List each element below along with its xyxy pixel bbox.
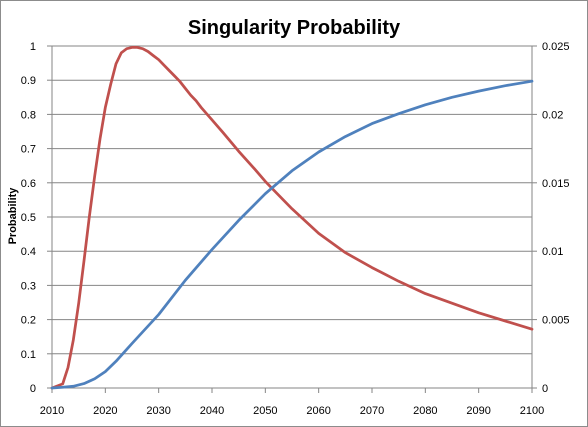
y2-tick-label: 0.02 <box>542 109 563 121</box>
y2-tick-label: 0.015 <box>542 178 570 190</box>
y-tick-label: 0.1 <box>21 349 36 361</box>
x-tick-label: 2040 <box>200 405 224 417</box>
x-tick-label: 2090 <box>466 405 490 417</box>
y-tick-label: 0.6 <box>21 178 36 190</box>
x-tick-labels: 2010 2020 2030 2040 2050 2060 2070 2080 2090 2100 <box>40 405 544 417</box>
x-tick-label: 2080 <box>413 405 437 417</box>
y-tick-label: 0.9 <box>21 75 36 87</box>
x-tick-label: 2060 <box>306 405 330 417</box>
x-tick-label: 2100 <box>520 405 544 417</box>
series-line-secondary <box>50 46 534 390</box>
gridlines <box>52 45 532 355</box>
y2-tick-label: 0.01 <box>542 246 563 258</box>
y2-tick-label: 0.005 <box>542 315 570 327</box>
x-tick-label: 2020 <box>93 405 117 417</box>
x-tick-label: 2070 <box>360 405 384 417</box>
x-tick-label: 2050 <box>253 405 277 417</box>
series-lines <box>50 46 534 390</box>
y-tick-labels: 0 0.1 0.2 0.3 0.4 0.5 0.6 0.7 0.8 0.9 1 <box>21 41 36 395</box>
y2-tick-label: 0.025 <box>542 41 570 53</box>
y2-tick-labels: 0 0.005 0.01 0.015 0.02 0.025 <box>542 41 570 395</box>
y-tick-label: 0.8 <box>21 109 36 121</box>
y-axis-label: Probability <box>7 187 19 245</box>
y2-tick-label: 0 <box>542 383 548 395</box>
x-tick-label: 2030 <box>146 405 170 417</box>
chart-title: Singularity Probability <box>188 17 401 39</box>
axes <box>47 45 537 393</box>
y-tick-label: 0.7 <box>21 144 36 156</box>
y-tick-label: 1 <box>30 41 36 53</box>
y-tick-label: 0.3 <box>21 280 36 292</box>
y-tick-label: 0 <box>30 383 36 395</box>
y-tick-label: 0.2 <box>21 315 36 327</box>
y-tick-label: 0.4 <box>21 246 36 258</box>
x-tick-label: 2010 <box>40 405 64 417</box>
y-tick-label: 0.5 <box>21 212 36 224</box>
series-line-primary <box>50 79 534 390</box>
